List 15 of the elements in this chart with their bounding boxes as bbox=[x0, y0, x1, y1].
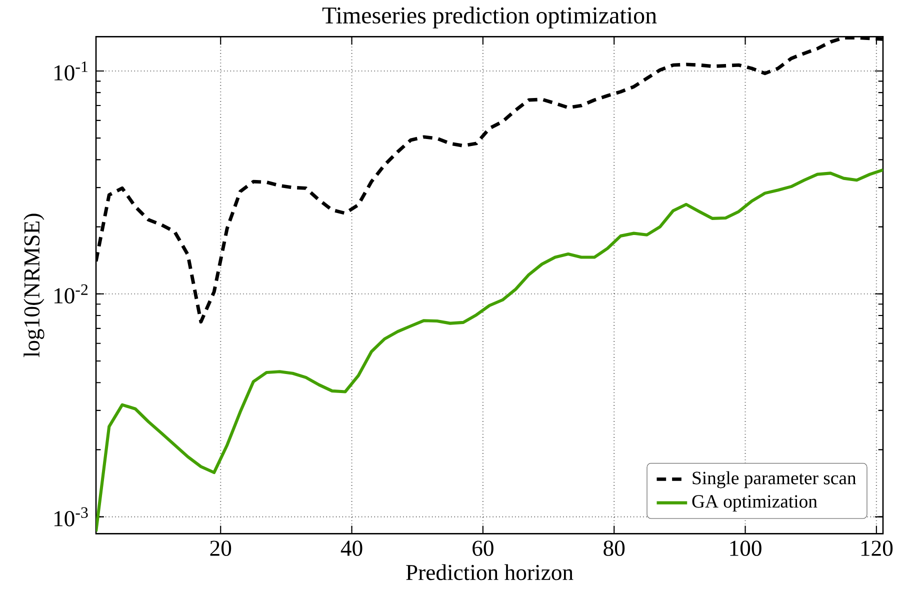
y-tick-label: 10$^{-2}$ bbox=[54, 284, 88, 304]
chart-title: Timeseries prediction optimization bbox=[322, 6, 657, 29]
y-axis-title: log10(NRMSE) bbox=[24, 214, 44, 358]
x-tick-label: 100 bbox=[730, 540, 762, 556]
y-tick-label: 10$^{-1}$ bbox=[54, 62, 88, 81]
x-tick-label: 80 bbox=[604, 540, 625, 556]
legend-label: GA optimization bbox=[692, 495, 818, 512]
x-tick-label: 40 bbox=[340, 540, 362, 556]
line-series bbox=[96, 168, 883, 534]
x-axis-title: Prediction horizon bbox=[406, 564, 574, 580]
x-tick-label: 60 bbox=[472, 540, 494, 556]
x-tick-label: 120 bbox=[861, 540, 893, 556]
y-tick-label: 10$^{-3}$ bbox=[54, 507, 88, 527]
legend-label: Single parameter scan bbox=[692, 471, 856, 488]
x-tick-label: 20 bbox=[210, 540, 232, 556]
